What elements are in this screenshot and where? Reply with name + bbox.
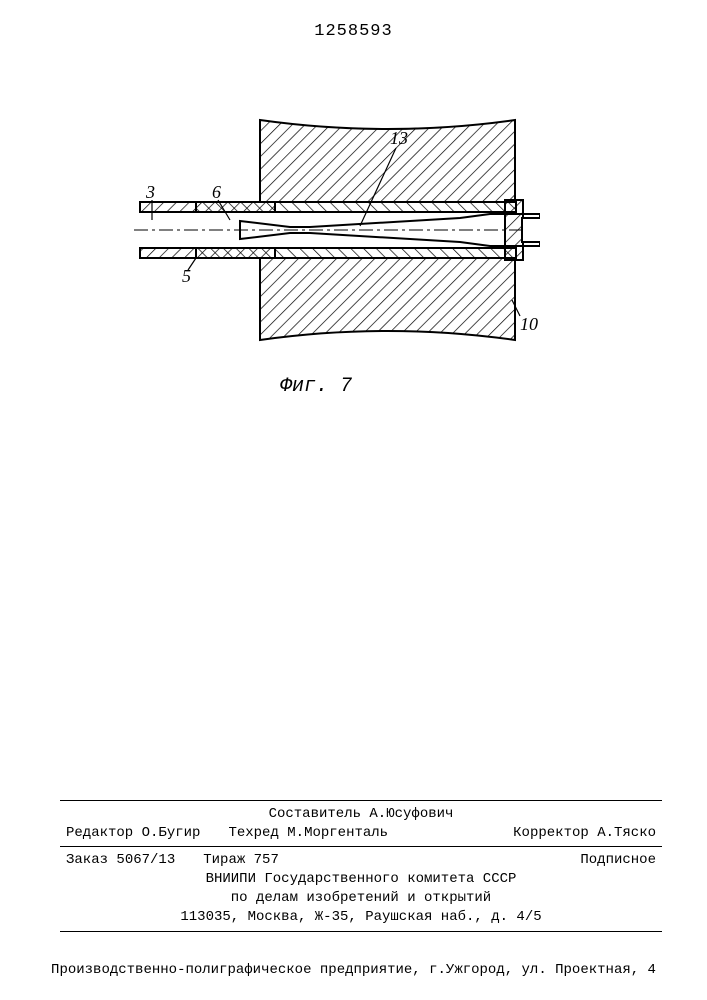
corrector: Корректор А.Тяско (513, 824, 656, 843)
subscription: Подписное (580, 851, 656, 870)
figure-7: 3 6 5 13 10 (100, 100, 540, 365)
svg-text:13: 13 (390, 128, 408, 148)
page: 1258593 3 6 5 13 10 Фиг. 7 Составитель А.Юсу… (0, 0, 707, 1000)
compiler-line: Составитель А.Юсуфович (269, 806, 454, 822)
svg-text:3: 3 (145, 182, 155, 202)
editor: Редактор О.Бугир (66, 824, 200, 843)
svg-text:10: 10 (520, 314, 538, 334)
order: Заказ 5067/13 (66, 851, 175, 870)
publisher-line3: 113035, Москва, Ж-35, Раушская наб., д. … (66, 908, 656, 927)
colophon: Производственно-полиграфическое предприя… (0, 962, 707, 978)
credits-block: Составитель А.Юсуфович Редактор О.Бугир … (60, 800, 662, 932)
circulation: Тираж 757 (203, 851, 279, 870)
techred: Техред М.Моргенталь (228, 824, 388, 843)
figure-caption: Фиг. 7 (280, 375, 352, 398)
svg-text:5: 5 (182, 266, 191, 286)
figure-svg: 3 6 5 13 10 (100, 100, 540, 360)
publisher-line1: ВНИИПИ Государственного комитета СССР (66, 870, 656, 889)
svg-text:6: 6 (212, 182, 221, 202)
publisher-line2: по делам изобретений и открытий (66, 889, 656, 908)
document-number: 1258593 (0, 22, 707, 41)
